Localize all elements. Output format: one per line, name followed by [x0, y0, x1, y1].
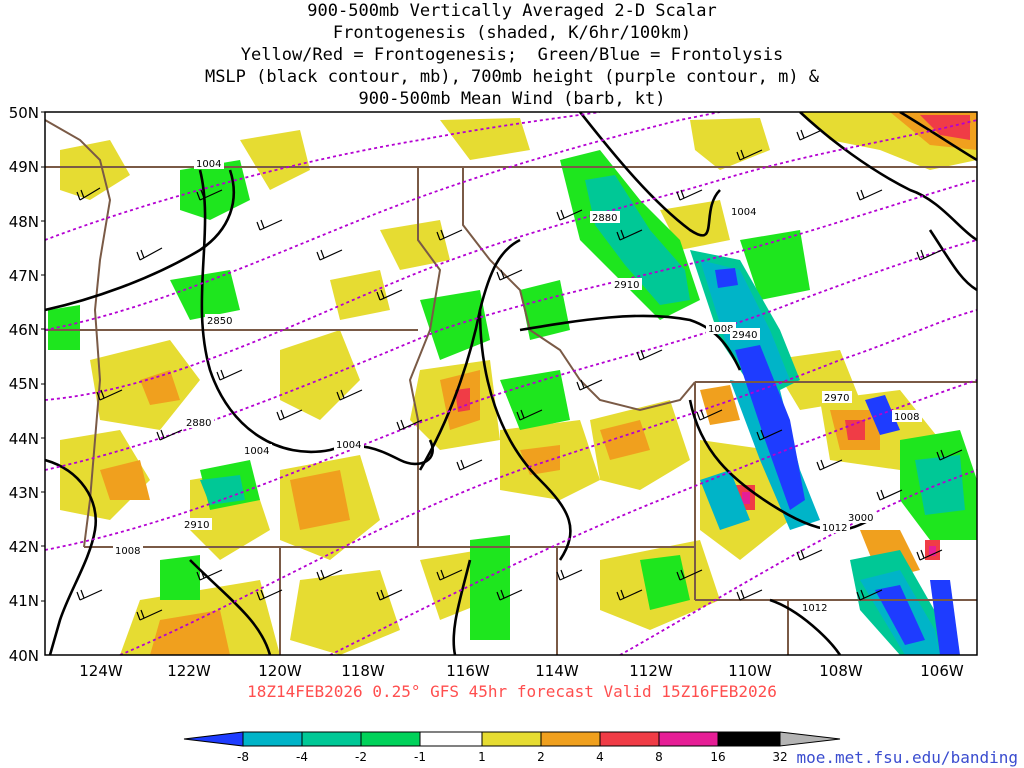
title-line-1: 900-500mb Vertically Averaged 2-D Scalar	[307, 1, 717, 21]
height-label: 2880	[592, 213, 617, 224]
height-label: 2940	[732, 330, 757, 341]
mslp-label: 1008	[708, 324, 733, 335]
height-label: 2880	[186, 418, 211, 429]
mslp-label: 1004	[731, 207, 756, 218]
colorbar-swatch	[301, 731, 362, 747]
map-title: 900-500mb Vertically Averaged 2-D Scalar…	[0, 0, 1024, 110]
colorbar-swatch	[779, 731, 841, 747]
lat-label: 41N	[9, 592, 39, 610]
colorbar-tick: 32	[772, 750, 787, 764]
colorbar-swatch	[540, 731, 601, 747]
colorbar-tick: -8	[237, 750, 249, 764]
height-label: 2850	[207, 316, 232, 327]
lat-label: 42N	[9, 538, 39, 556]
mslp-label: 1012	[802, 603, 827, 614]
lat-label: 40N	[9, 647, 39, 665]
lat-label: 46N	[9, 321, 39, 339]
colorbar-swatch	[481, 731, 542, 747]
lon-label: 116W	[446, 662, 490, 680]
mslp-label: 1004	[196, 159, 221, 170]
mslp-label: 1008	[115, 546, 140, 557]
colorbar-swatch	[658, 731, 719, 747]
frontogenesis-shading	[45, 112, 977, 655]
lat-label: 48N	[9, 213, 39, 231]
lon-label: 106W	[920, 662, 964, 680]
colorbar-swatch	[242, 731, 303, 747]
lat-label: 49N	[9, 158, 39, 176]
lat-label: 44N	[9, 430, 39, 448]
colorbar-tick: 1	[478, 750, 486, 764]
colorbar-swatch	[419, 731, 483, 747]
colorbar-tick: -2	[355, 750, 367, 764]
mslp-label: 1004	[336, 440, 361, 451]
latitude-axis: 50N 49N 48N 47N 46N 45N 44N 43N 42N 41N …	[9, 104, 39, 665]
height-label: 2970	[824, 393, 849, 404]
colorbar: -8 -4 -2 -1 1 2 4 8 16 32	[183, 731, 841, 764]
colorbar-swatch	[183, 731, 244, 747]
lon-label: 120W	[258, 662, 302, 680]
lat-label: 47N	[9, 267, 39, 285]
colorbar-tick: 8	[655, 750, 663, 764]
lon-label: 112W	[629, 662, 673, 680]
lon-label: 110W	[728, 662, 772, 680]
height-contours	[45, 112, 977, 655]
lon-label: 118W	[341, 662, 385, 680]
lon-label: 122W	[167, 662, 211, 680]
title-line-2: Frontogenesis (shaded, K/6hr/100km)	[332, 23, 692, 43]
title-line-5: 900-500mb Mean Wind (barb, kt)	[358, 89, 666, 109]
lat-label: 45N	[9, 375, 39, 393]
title-line-3: Yellow/Red = Frontogenesis; Green/Blue =…	[240, 45, 784, 65]
colorbar-tick: -1	[414, 750, 426, 764]
colorbar-swatch	[717, 731, 781, 747]
mslp-label: 1004	[244, 446, 269, 457]
title-line-4: MSLP (black contour, mb), 700mb height (…	[204, 67, 820, 87]
lat-ticks	[41, 111, 45, 602]
mslp-label: 1008	[894, 412, 919, 423]
mslp-label: 1012	[822, 523, 847, 534]
colorbar-swatch	[599, 731, 660, 747]
lat-label: 43N	[9, 484, 39, 502]
longitude-axis: 124W 122W 120W 118W 116W 114W 112W 110W …	[79, 662, 964, 680]
forecast-valid-line: 18Z14FEB2026 0.25° GFS 45hr forecast Val…	[247, 682, 777, 701]
lon-label: 108W	[819, 662, 863, 680]
wind-barbs	[76, 129, 963, 621]
source-credit-link[interactable]: moe.met.fsu.edu/banding	[796, 748, 1018, 767]
lon-label: 114W	[535, 662, 579, 680]
height-label: 2910	[614, 280, 639, 291]
colorbar-swatch	[360, 731, 421, 747]
lat-label: 50N	[9, 104, 39, 122]
colorbar-tick: -4	[296, 750, 308, 764]
height-label: 3000	[848, 513, 873, 524]
colorbar-tick: 4	[596, 750, 604, 764]
colorbar-tick: 2	[537, 750, 545, 764]
height-label: 2910	[184, 520, 209, 531]
lon-label: 124W	[79, 662, 123, 680]
contour-labels: 1004 1004 1004 1004 1008 1008 1008 1012 …	[113, 157, 922, 614]
colorbar-tick: 16	[710, 750, 725, 764]
